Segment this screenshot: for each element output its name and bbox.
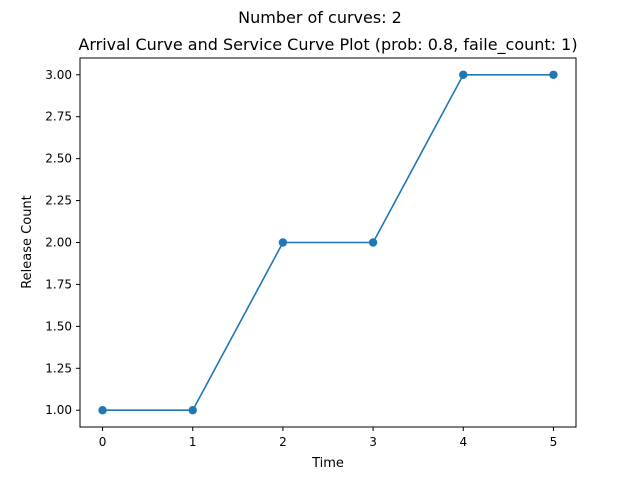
x-tick-label: 3 bbox=[369, 435, 377, 449]
y-tick-label: 2.00 bbox=[45, 236, 72, 250]
y-axis: 1.00 1.25 1.50 1.75 2.00 2.25 2.50 2.75 3.00 bbox=[45, 68, 80, 417]
y-tick-label: 2.50 bbox=[45, 152, 72, 166]
data-point bbox=[368, 238, 378, 247]
y-axis-label: Release Count bbox=[20, 195, 35, 289]
y-tick-label: 2.25 bbox=[45, 194, 72, 208]
x-axis: 0 1 2 3 4 5 bbox=[99, 427, 558, 449]
data-point bbox=[459, 70, 468, 79]
x-tick-label: 5 bbox=[550, 435, 558, 449]
data-point bbox=[549, 70, 558, 79]
series-line bbox=[102, 73, 554, 412]
series-layer bbox=[98, 70, 558, 415]
data-point bbox=[188, 406, 197, 415]
data-point bbox=[98, 406, 107, 415]
x-tick-label: 1 bbox=[189, 435, 197, 449]
y-tick-label: 1.25 bbox=[45, 361, 72, 375]
figure-suptitle: Number of curves: 2 bbox=[238, 8, 402, 27]
y-tick-label: 1.00 bbox=[45, 403, 72, 417]
x-tick-label: 0 bbox=[99, 435, 107, 449]
chart-title: Arrival Curve and Service Curve Plot (pr… bbox=[78, 35, 577, 55]
x-axis-label: Time bbox=[311, 456, 344, 471]
x-tick-label: 2 bbox=[279, 435, 287, 449]
x-tick-label: 4 bbox=[459, 435, 467, 449]
y-tick-label: 1.50 bbox=[45, 319, 72, 333]
y-tick-label: 1.75 bbox=[45, 277, 72, 291]
y-tick-label: 3.00 bbox=[45, 68, 72, 82]
y-tick-label: 2.75 bbox=[45, 110, 72, 124]
data-point bbox=[278, 238, 288, 247]
